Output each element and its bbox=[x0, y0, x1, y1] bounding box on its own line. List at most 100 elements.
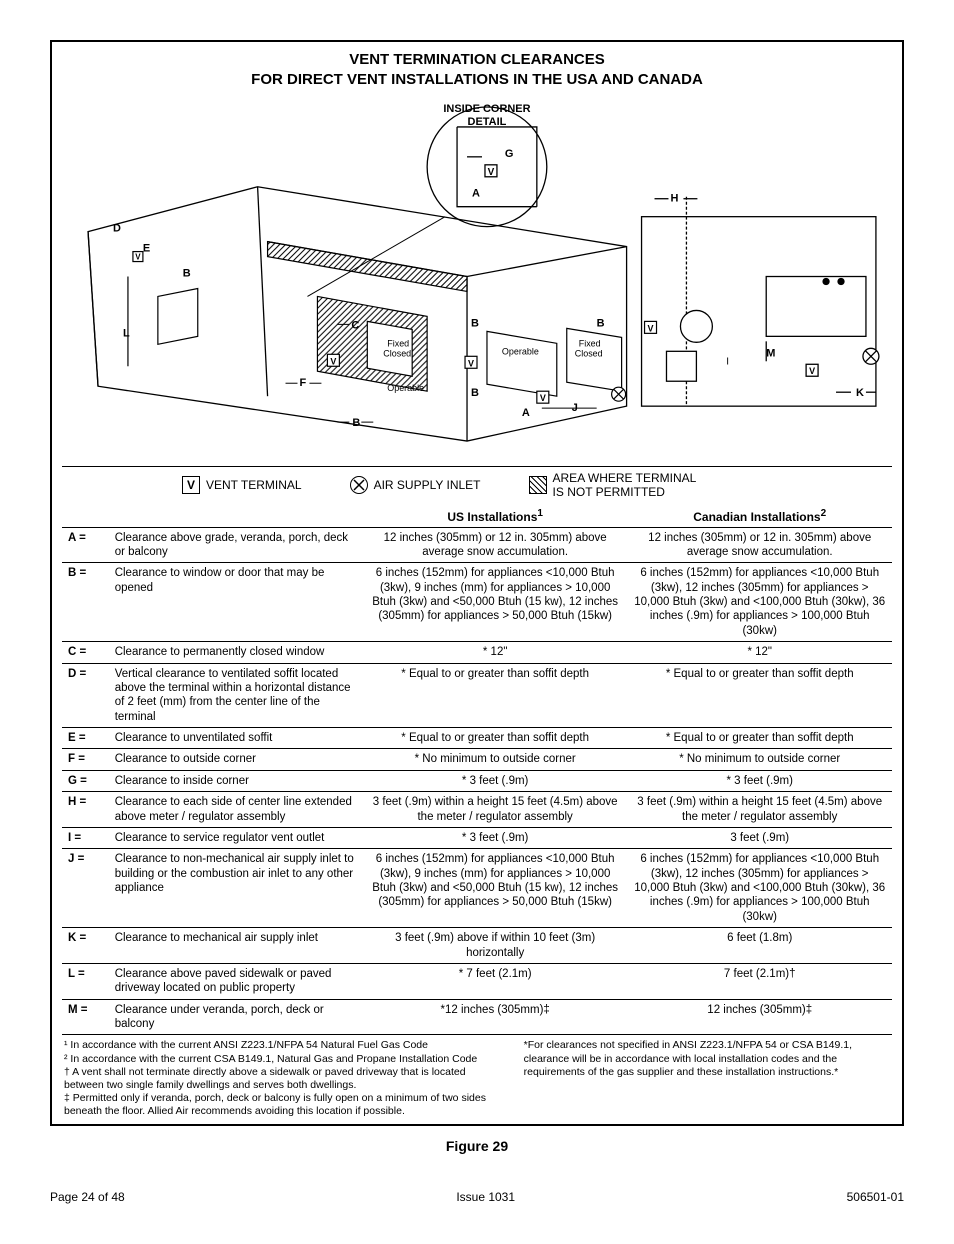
row-key: B = bbox=[62, 563, 109, 642]
row-description: Clearance to each side of center line ex… bbox=[109, 792, 363, 828]
svg-text:V: V bbox=[468, 358, 474, 368]
diagram-legend: V VENT TERMINAL AIR SUPPLY INLET AREA WH… bbox=[62, 467, 892, 505]
row-us-value: 6 inches (152mm) for appliances <10,000 … bbox=[363, 563, 628, 642]
row-description: Clearance to permanently closed window bbox=[109, 642, 363, 663]
svg-text:C: C bbox=[351, 319, 359, 331]
svg-text:A: A bbox=[472, 187, 480, 199]
vent-terminal-icon: V bbox=[182, 476, 200, 494]
row-us-value: * 3 feet (.9m) bbox=[363, 770, 628, 791]
svg-text:K: K bbox=[856, 387, 864, 399]
svg-text:V: V bbox=[135, 252, 141, 261]
svg-text:A: A bbox=[522, 407, 530, 419]
row-us-value: * No minimum to outside corner bbox=[363, 749, 628, 770]
row-key: G = bbox=[62, 770, 109, 791]
svg-text:G: G bbox=[505, 147, 514, 159]
table-row: I =Clearance to service regulator vent o… bbox=[62, 827, 892, 848]
svg-text:V: V bbox=[809, 366, 815, 376]
row-description: Clearance to mechanical air supply inlet bbox=[109, 928, 363, 964]
row-description: Clearance to non-mechanical air supply i… bbox=[109, 849, 363, 928]
row-ca-value: * 12" bbox=[627, 642, 892, 663]
svg-text:E: E bbox=[143, 242, 150, 254]
legend-vent-terminal-label: VENT TERMINAL bbox=[206, 478, 302, 492]
svg-text:Fixed: Fixed bbox=[387, 338, 409, 348]
table-row: E =Clearance to unventilated soffit* Equ… bbox=[62, 728, 892, 749]
footnote-dagger: † A vent shall not terminate directly ab… bbox=[64, 1066, 504, 1092]
svg-text:M: M bbox=[766, 347, 775, 359]
legend-air-supply: AIR SUPPLY INLET bbox=[350, 476, 481, 494]
svg-text:I: I bbox=[726, 356, 729, 367]
row-ca-value: 6 feet (1.8m) bbox=[627, 928, 892, 964]
svg-text:Closed: Closed bbox=[575, 348, 603, 358]
title-block: VENT TERMINATION CLEARANCES FOR DIRECT V… bbox=[62, 50, 892, 91]
row-ca-value: 7 feet (2.1m)† bbox=[627, 963, 892, 999]
table-row: H =Clearance to each side of center line… bbox=[62, 792, 892, 828]
svg-text:B: B bbox=[471, 387, 479, 399]
figure-label: Figure 29 bbox=[50, 1138, 904, 1154]
svg-text:V: V bbox=[540, 393, 546, 403]
row-description: Clearance to inside corner bbox=[109, 770, 363, 791]
footnote-star: *For clearances not specified in ANSI Z2… bbox=[524, 1039, 890, 1078]
svg-text:B: B bbox=[471, 317, 479, 329]
row-key: A = bbox=[62, 527, 109, 563]
svg-text:D: D bbox=[113, 222, 121, 234]
row-us-value: 3 feet (.9m) within a height 15 feet (4.… bbox=[363, 792, 628, 828]
table-row: K =Clearance to mechanical air supply in… bbox=[62, 928, 892, 964]
row-us-value: * 3 feet (.9m) bbox=[363, 827, 628, 848]
row-us-value: 12 inches (305mm) or 12 in. 305mm) above… bbox=[363, 527, 628, 563]
footnote-1: ¹ In accordance with the current ANSI Z2… bbox=[64, 1039, 504, 1052]
footer-doc-id: 506501-01 bbox=[847, 1190, 904, 1204]
svg-text:V: V bbox=[488, 166, 495, 177]
row-ca-value: 3 feet (.9m) bbox=[627, 827, 892, 848]
header-blank bbox=[62, 505, 363, 528]
footnote-double-dagger: ‡ Permitted only if veranda, porch, deck… bbox=[64, 1092, 504, 1118]
row-ca-value: 6 inches (152mm) for appliances <10,000 … bbox=[627, 849, 892, 928]
table-row: F =Clearance to outside corner* No minim… bbox=[62, 749, 892, 770]
row-ca-value: * No minimum to outside corner bbox=[627, 749, 892, 770]
footer-issue: Issue 1031 bbox=[456, 1190, 515, 1204]
row-us-value: * Equal to or greater than soffit depth bbox=[363, 728, 628, 749]
row-description: Clearance above grade, veranda, porch, d… bbox=[109, 527, 363, 563]
legend-vent-terminal: V VENT TERMINAL bbox=[182, 476, 302, 494]
footnotes-right: *For clearances not specified in ANSI Z2… bbox=[524, 1039, 890, 1118]
row-us-value: * Equal to or greater than soffit depth bbox=[363, 663, 628, 728]
diagram-svg: INSIDE CORNER DETAIL G V A H I bbox=[62, 97, 892, 466]
row-ca-value: 12 inches (305mm)‡ bbox=[627, 999, 892, 1035]
header-ca: Canadian Installations2 bbox=[627, 505, 892, 528]
row-key: C = bbox=[62, 642, 109, 663]
row-ca-value: * Equal to or greater than soffit depth bbox=[627, 728, 892, 749]
title-line-2: FOR DIRECT VENT INSTALLATIONS IN THE USA… bbox=[62, 70, 892, 90]
row-key: D = bbox=[62, 663, 109, 728]
svg-text:DETAIL: DETAIL bbox=[468, 115, 507, 127]
header-us: US Installations1 bbox=[363, 505, 628, 528]
row-key: E = bbox=[62, 728, 109, 749]
row-description: Clearance to window or door that may be … bbox=[109, 563, 363, 642]
svg-text:B: B bbox=[597, 317, 605, 329]
legend-not-permitted: AREA WHERE TERMINAL IS NOT PERMITTED bbox=[529, 471, 697, 499]
row-ca-value: 3 feet (.9m) within a height 15 feet (4.… bbox=[627, 792, 892, 828]
svg-text:Fixed: Fixed bbox=[579, 338, 601, 348]
table-row: B =Clearance to window or door that may … bbox=[62, 563, 892, 642]
row-us-value: *12 inches (305mm)‡ bbox=[363, 999, 628, 1035]
legend-not-permitted-label: AREA WHERE TERMINAL IS NOT PERMITTED bbox=[553, 471, 697, 499]
svg-text:V: V bbox=[330, 356, 336, 366]
row-us-value: * 7 feet (2.1m) bbox=[363, 963, 628, 999]
row-key: M = bbox=[62, 999, 109, 1035]
svg-text:Operable: Operable bbox=[502, 346, 539, 356]
table-header-row: US Installations1 Canadian Installations… bbox=[62, 505, 892, 528]
row-us-value: * 12" bbox=[363, 642, 628, 663]
row-ca-value: 12 inches (305mm) or 12 in. 305mm) above… bbox=[627, 527, 892, 563]
footnotes-left: ¹ In accordance with the current ANSI Z2… bbox=[64, 1039, 504, 1118]
table-row: J =Clearance to non-mechanical air suppl… bbox=[62, 849, 892, 928]
row-key: H = bbox=[62, 792, 109, 828]
table-row: A =Clearance above grade, veranda, porch… bbox=[62, 527, 892, 563]
footer-page: Page 24 of 48 bbox=[50, 1190, 125, 1204]
svg-text:H: H bbox=[670, 192, 678, 204]
row-ca-value: * Equal to or greater than soffit depth bbox=[627, 663, 892, 728]
table-row: G =Clearance to inside corner* 3 feet (.… bbox=[62, 770, 892, 791]
svg-text:B: B bbox=[352, 417, 360, 429]
table-row: M =Clearance under veranda, porch, deck … bbox=[62, 999, 892, 1035]
content-frame: VENT TERMINATION CLEARANCES FOR DIRECT V… bbox=[50, 40, 904, 1126]
row-key: K = bbox=[62, 928, 109, 964]
svg-text:INSIDE CORNER: INSIDE CORNER bbox=[443, 102, 530, 114]
row-us-value: 3 feet (.9m) above if within 10 feet (3m… bbox=[363, 928, 628, 964]
